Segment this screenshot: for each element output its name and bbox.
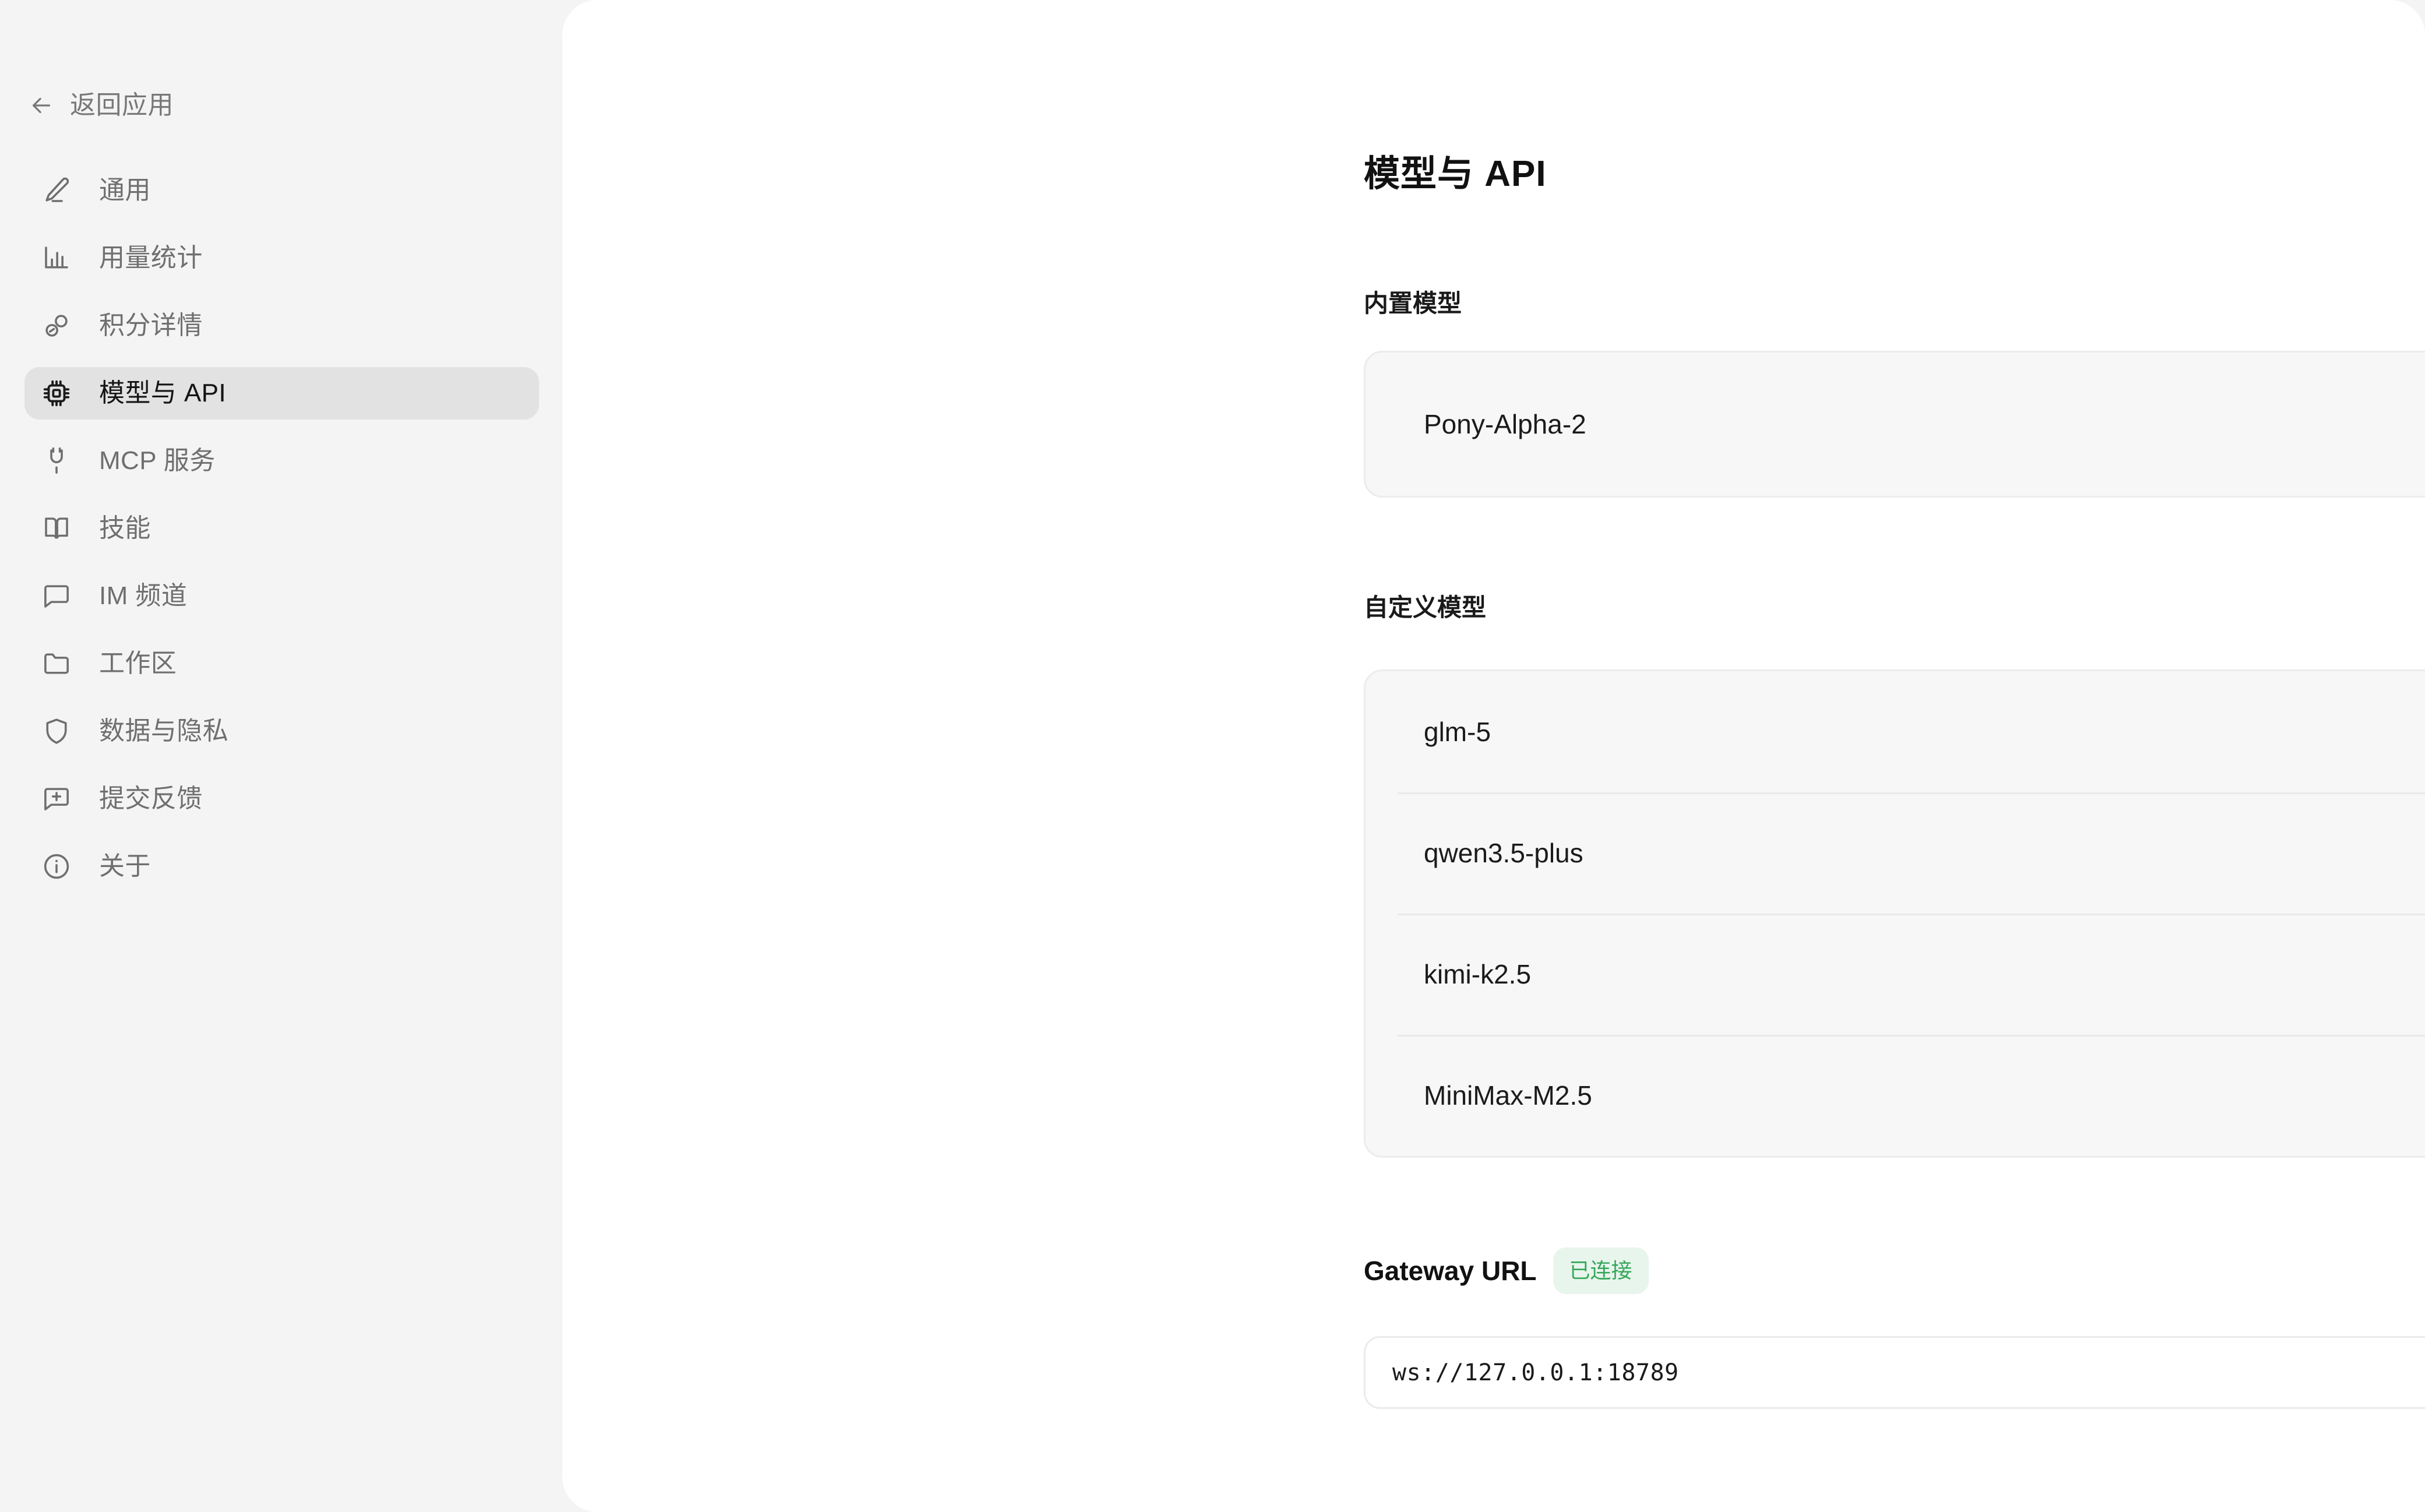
model-name: qwen3.5-plus <box>1424 838 1583 868</box>
table-row[interactable]: kimi-k2.5 设为默认 编辑 删除 <box>1365 914 2425 1035</box>
table-row[interactable]: MiniMax-M2.5 设为默认 编辑 删除 <box>1365 1035 2425 1156</box>
bar-chart-icon <box>41 242 72 274</box>
main-panel: 模型与 API 重新连接 内置模型 Pony-Alpha-2 自定义模型 添加自… <box>562 0 2425 1512</box>
sidebar: 返回应用 通用 用量统计 积分详情 <box>0 0 562 1512</box>
message-square-icon <box>41 580 72 612</box>
back-to-app-label: 返回应用 <box>70 91 174 119</box>
sidebar-item-label: MCP 服务 <box>99 446 216 475</box>
custom-models-card: glm-5 当前选择 编辑 qwen3.5-plus 设为默认 编辑 删除 <box>1364 669 2425 1158</box>
sidebar-item-about[interactable]: 关于 <box>24 840 539 893</box>
sidebar-item-label: 通用 <box>99 176 151 205</box>
builtin-model-name: Pony-Alpha-2 <box>1424 409 1586 439</box>
sidebar-item-label: 积分详情 <box>99 311 203 340</box>
sidebar-item-label: 工作区 <box>99 649 177 678</box>
cpu-chip-icon <box>41 378 72 409</box>
page-header: 模型与 API 重新连接 <box>1364 146 2425 216</box>
connection-status-badge: 已连接 <box>1553 1247 1649 1294</box>
back-to-app-button[interactable]: 返回应用 <box>28 92 174 119</box>
builtin-models-label: 内置模型 <box>1364 290 1462 317</box>
gateway-url-input[interactable]: ws://127.0.0.1:18789 <box>1364 1336 2425 1409</box>
page-title: 模型与 API <box>1364 154 1547 194</box>
model-name: kimi-k2.5 <box>1424 959 1532 989</box>
coins-icon <box>41 310 72 341</box>
shield-icon <box>41 716 72 747</box>
sidebar-item-label: 数据与隐私 <box>99 717 228 745</box>
table-row[interactable]: qwen3.5-plus 设为默认 编辑 删除 <box>1365 792 2425 914</box>
builtin-models-section-header: 内置模型 <box>1364 291 2425 316</box>
folder-icon <box>41 648 72 679</box>
info-circle-icon <box>41 851 72 882</box>
sidebar-item-workspace[interactable]: 工作区 <box>24 637 539 690</box>
sidebar-item-skills[interactable]: 技能 <box>24 502 539 555</box>
message-plus-icon <box>41 783 72 815</box>
sidebar-nav: 通用 用量统计 积分详情 模型与 API <box>0 164 562 893</box>
table-row[interactable]: glm-5 当前选择 编辑 <box>1365 671 2425 792</box>
gateway-url-label: Gateway URL <box>1364 1256 1537 1286</box>
builtin-models-card: Pony-Alpha-2 <box>1364 351 2425 498</box>
sidebar-item-label: 提交反馈 <box>99 784 203 813</box>
sidebar-item-label: IM 频道 <box>99 581 188 610</box>
sidebar-item-label: 关于 <box>99 852 151 880</box>
plug-icon <box>41 445 72 477</box>
sidebar-item-mcp-services[interactable]: MCP 服务 <box>24 435 539 487</box>
sidebar-item-label: 用量统计 <box>99 244 203 272</box>
sidebar-item-submit-feedback[interactable]: 提交反馈 <box>24 773 539 825</box>
sidebar-item-label: 技能 <box>99 514 151 542</box>
sidebar-item-credits[interactable]: 积分详情 <box>24 299 539 352</box>
gateway-section-header: Gateway URL 已连接 重新连接 重置连接 <box>1364 1239 2425 1302</box>
arrow-left-icon <box>28 92 55 119</box>
model-name: glm-5 <box>1424 717 1491 747</box>
sidebar-item-data-and-privacy[interactable]: 数据与隐私 <box>24 705 539 757</box>
sidebar-item-general[interactable]: 通用 <box>24 164 539 217</box>
sidebar-item-usage-stats[interactable]: 用量统计 <box>24 232 539 284</box>
sidebar-item-im-channel[interactable]: IM 频道 <box>24 570 539 622</box>
custom-models-section-header: 自定义模型 添加自定义模型 <box>1364 576 2425 639</box>
pencil-icon <box>41 175 72 206</box>
model-name: MiniMax-M2.5 <box>1424 1080 1592 1111</box>
gateway-title-group: Gateway URL 已连接 <box>1364 1247 1649 1294</box>
custom-models-label: 自定义模型 <box>1364 594 1487 621</box>
sidebar-item-label: 模型与 API <box>99 379 226 407</box>
sidebar-item-models-and-api[interactable]: 模型与 API <box>24 367 539 420</box>
book-open-icon <box>41 513 72 544</box>
